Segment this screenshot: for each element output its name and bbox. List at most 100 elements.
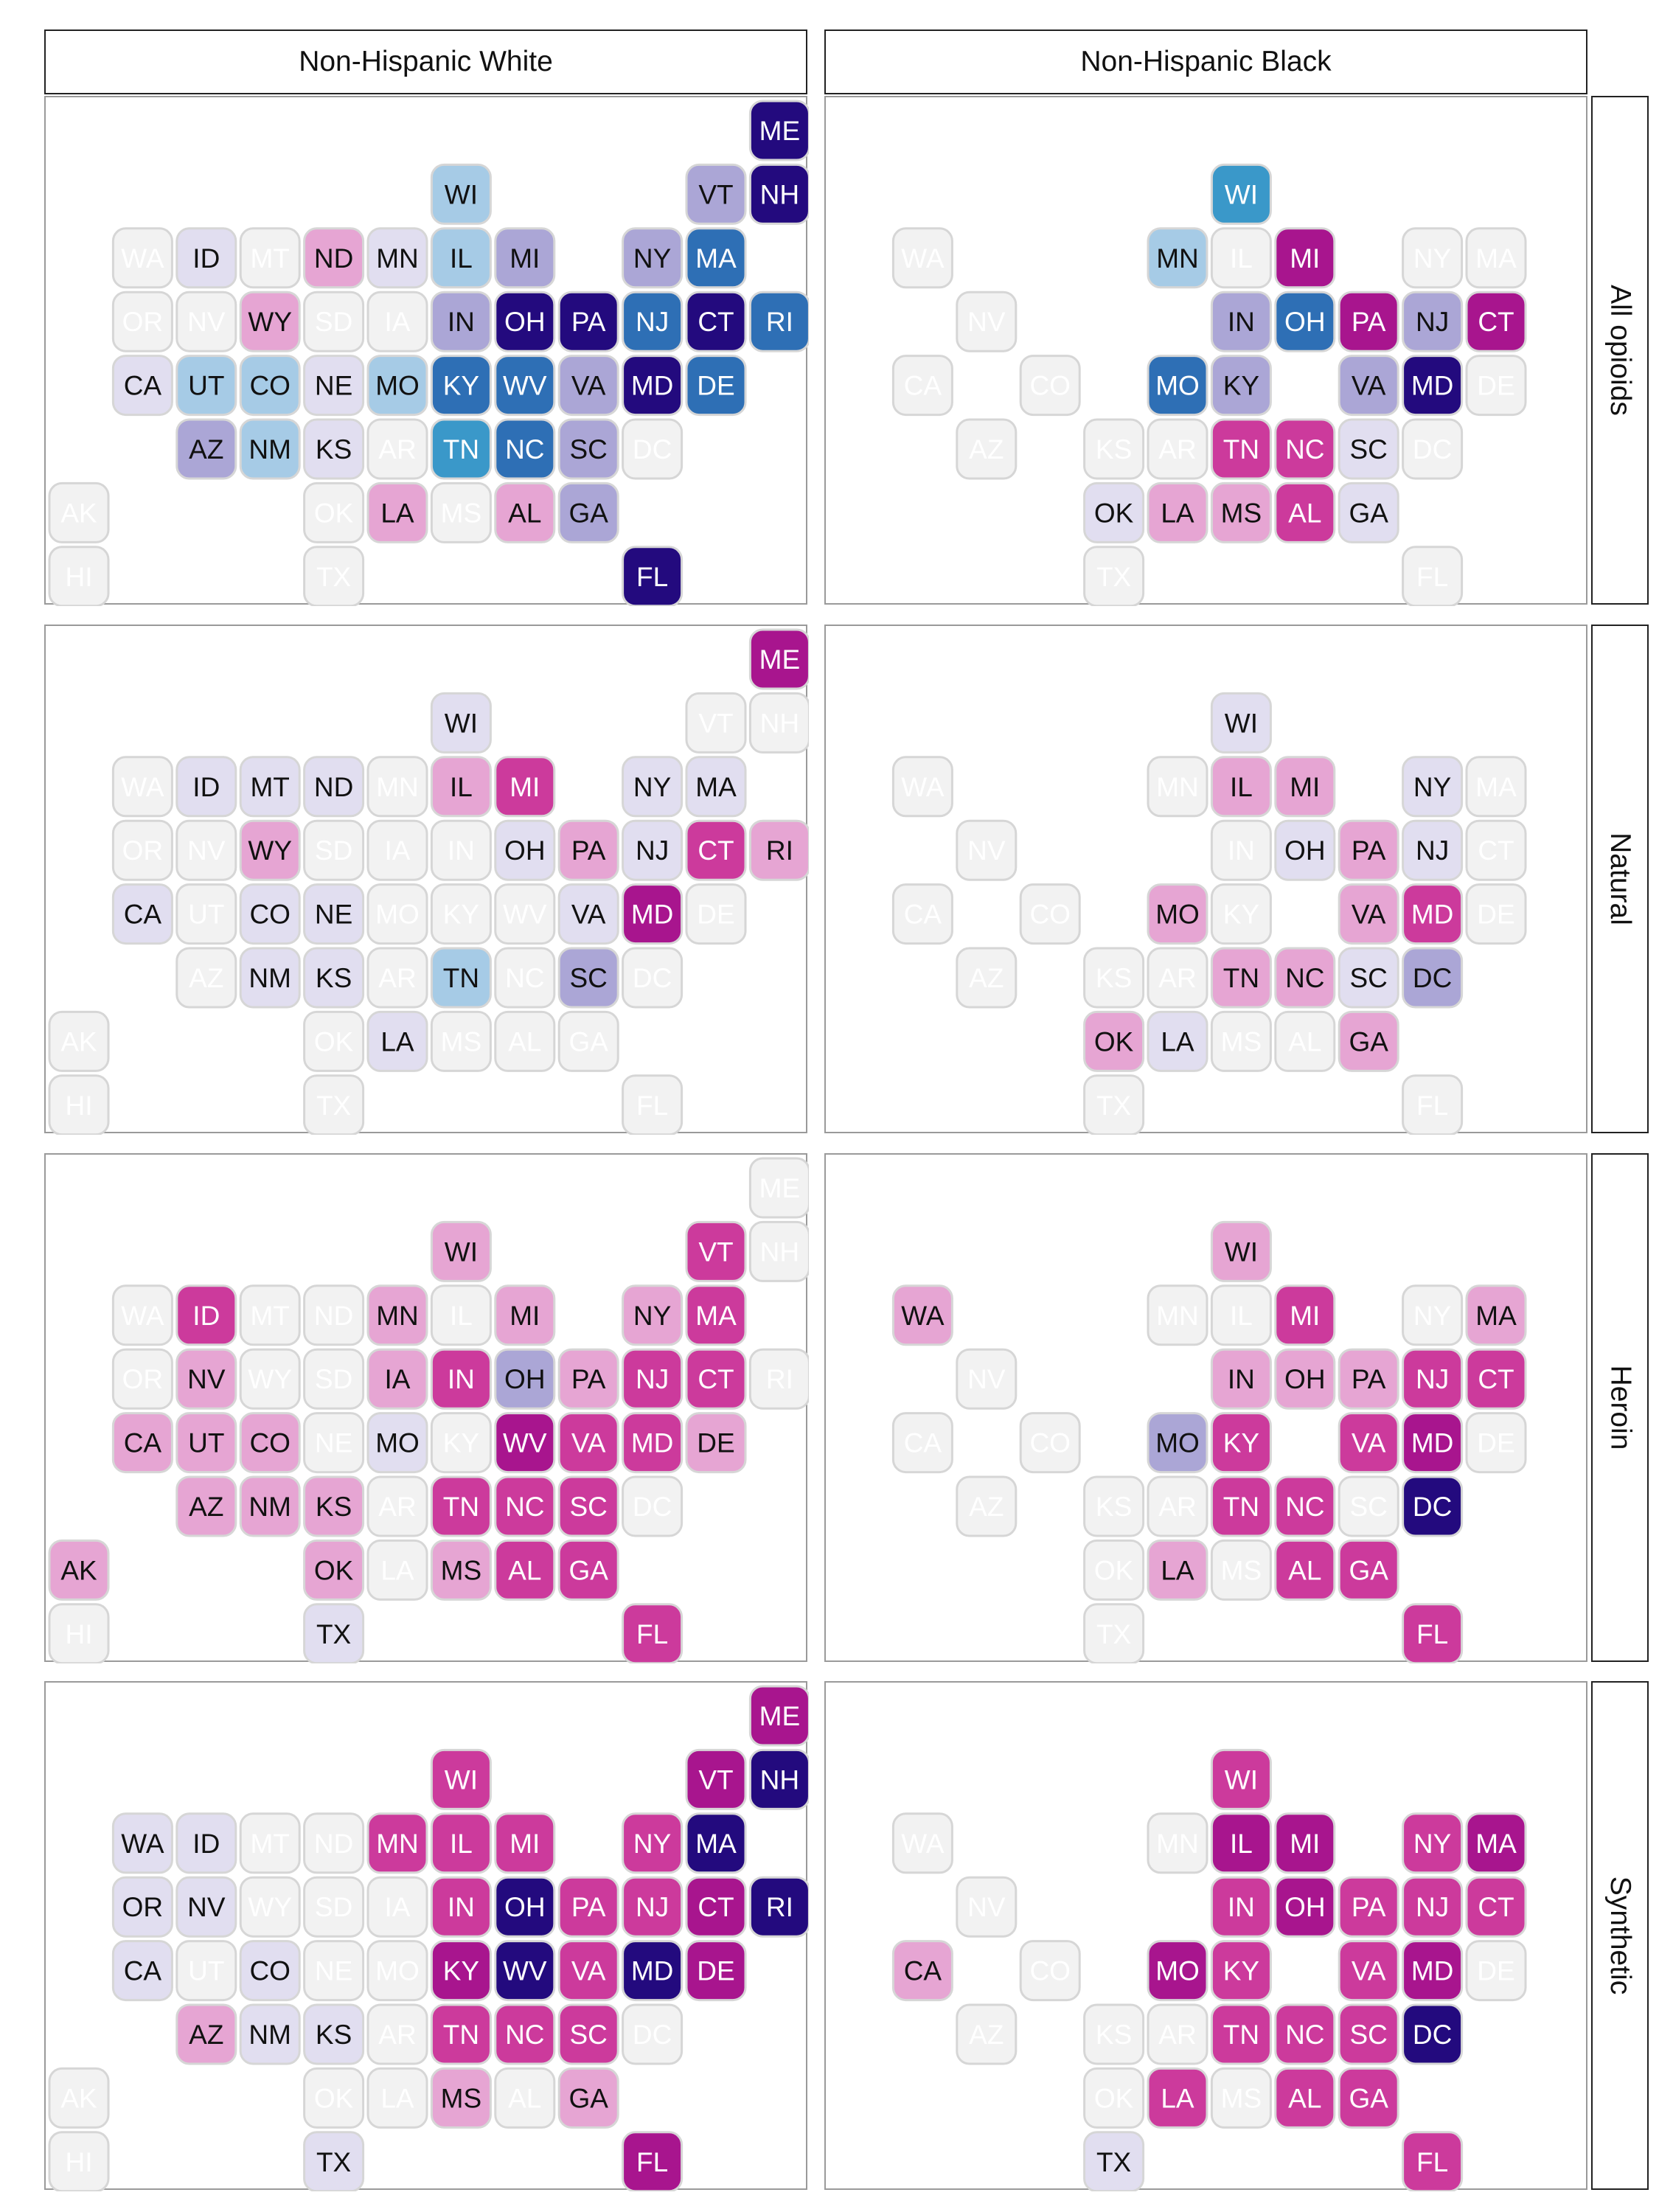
tile-label: FL [636, 1091, 668, 1121]
tile-in: IN [1210, 819, 1272, 881]
tile-rect [1338, 1539, 1399, 1601]
tile-rect [175, 819, 237, 881]
tile-vt: VT [685, 1748, 747, 1810]
tile-rect [430, 1475, 492, 1537]
tile-rect [557, 1539, 619, 1601]
tile-rect [622, 1074, 684, 1135]
tile-rect [1465, 1348, 1527, 1410]
tile-oh: OH [494, 1348, 556, 1410]
tile-ms: MS [430, 1539, 492, 1601]
tile-ga: GA [1338, 2067, 1399, 2129]
tile-rect [1083, 2131, 1145, 2191]
tile-rect [303, 947, 365, 1009]
tile-tn: TN [1210, 1475, 1272, 1537]
tile-label: WA [121, 243, 164, 274]
tile-ga: GA [557, 2067, 619, 2129]
tile-mt: MT [239, 756, 301, 818]
tile-ok: OK [1083, 1539, 1145, 1601]
tile-wy: WY [239, 1876, 301, 1938]
tile-mt: MT [239, 1812, 301, 1874]
row-strip-all-opioids: All opioids [1591, 96, 1649, 605]
tile-label: MS [441, 2083, 482, 2113]
tile-map: ME WI VT NH WA ID MT ND MN IL MI NY MA OR NV WY SD IA IN OH… [48, 1157, 809, 1663]
tile-rect [175, 756, 237, 818]
tile-label: KY [443, 1428, 479, 1458]
tile-va: VA [1338, 1412, 1399, 1474]
tile-ga: GA [557, 1010, 619, 1072]
tile-rect [1147, 1475, 1208, 1537]
tile-label: DC [633, 963, 672, 993]
tile-nm: NM [239, 418, 301, 480]
tile-rect [1147, 1284, 1208, 1346]
tile-label: IN [1228, 1364, 1255, 1394]
tile-rect [1210, 1940, 1272, 2002]
tile-rect [1465, 819, 1527, 881]
tile-label: KS [316, 434, 352, 465]
tile-rect [622, 2003, 684, 2065]
tile-mi: MI [1274, 1812, 1336, 1874]
tile-label: MA [695, 772, 737, 802]
tile-rect [366, 291, 428, 352]
tile-rect [1465, 1284, 1527, 1346]
tile-rect [1465, 227, 1527, 289]
tile-rect [430, 1348, 492, 1410]
tile-al: AL [1274, 481, 1336, 543]
tile-label: MI [1290, 772, 1320, 802]
tile-de: DE [1465, 1940, 1527, 2002]
tile-in: IN [1210, 1348, 1272, 1410]
tile-vt: VT [685, 692, 747, 754]
tile-label: OH [1284, 1892, 1326, 1922]
tile-wa: WA [111, 1284, 173, 1346]
tile-label: MD [631, 1956, 674, 1986]
tile-label: LA [380, 498, 414, 528]
tile-label: FL [1416, 1091, 1448, 1121]
tile-rect [1083, 1475, 1145, 1537]
tile-rect [1147, 1940, 1208, 2002]
tile-rect [557, 1940, 619, 2002]
tile-mn: MN [1147, 756, 1208, 818]
tile-label: SD [315, 1364, 352, 1394]
tile-md: MD [622, 883, 684, 945]
tile-rect [366, 1876, 428, 1938]
tile-label: MT [250, 1829, 289, 1859]
tile-de: DE [685, 883, 747, 945]
tile-rect [1274, 418, 1336, 480]
tile-label: NJ [636, 307, 669, 337]
tile-label: NY [633, 1301, 671, 1331]
tile-label: CT [698, 307, 734, 337]
tile-nj: NJ [622, 1348, 684, 1410]
tile-rect [1147, 481, 1208, 543]
tile-label: OK [314, 1026, 354, 1057]
tile-ri: RI [748, 819, 809, 881]
tile-label: CA [124, 1956, 162, 1986]
tile-ne: NE [303, 355, 365, 417]
tile-rect [1338, 1876, 1399, 1938]
tile-label: SC [569, 434, 607, 465]
tile-label: GA [568, 1555, 608, 1585]
tile-tx: TX [303, 1603, 365, 1663]
tile-label: SD [315, 307, 352, 337]
tile-nj: NJ [1402, 1348, 1464, 1410]
tile-va: VA [1338, 883, 1399, 945]
tile-rect [1147, 2003, 1208, 2065]
tile-rect [1338, 2003, 1399, 2065]
tile-label: WA [121, 772, 164, 802]
tile-label: KS [316, 963, 352, 993]
tile-rect [1402, 2131, 1464, 2191]
tile-al: AL [1274, 2067, 1336, 2129]
tile-label: GA [568, 498, 608, 528]
panel-black-natural: WI WA MN IL MI NY MA NV IN OH PA NJ CT CA CO MO KY VA MD DE… [824, 625, 1587, 1135]
tile-az: AZ [175, 2003, 237, 2065]
tile-ct: CT [685, 819, 747, 881]
tile-ks: KS [303, 2003, 365, 2065]
tile-label: OK [1094, 1026, 1134, 1057]
tile-nj: NJ [622, 1876, 684, 1938]
tile-rect [303, 819, 365, 881]
tile-wv: WV [494, 1412, 556, 1474]
tile-rect [891, 1412, 953, 1474]
tile-mi: MI [494, 227, 556, 289]
tile-al: AL [1274, 1539, 1336, 1601]
tile-ia: IA [366, 1348, 428, 1410]
tile-label: NC [505, 2020, 544, 2050]
tile-ak: AK [48, 1539, 110, 1601]
